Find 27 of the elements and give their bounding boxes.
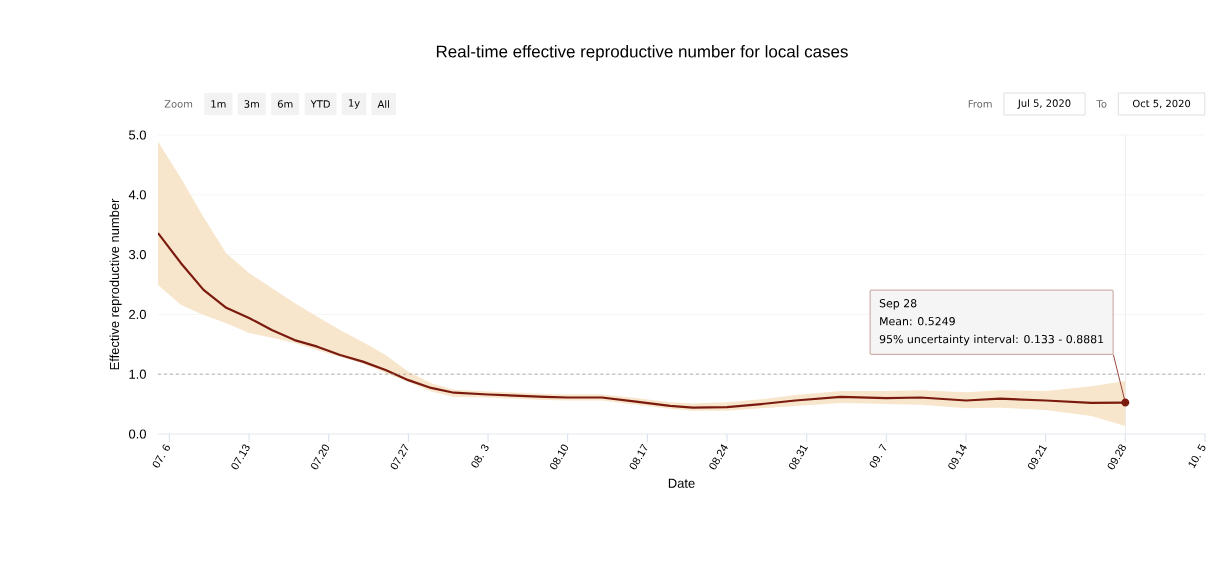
text: Oct 5, 2020 [1132,99,1191,109]
y-tick-label: 5.0 [129,130,146,140]
text: YTD [310,100,330,108]
annotation: Sep 28 [879,299,917,310]
y-tick-label: 3.0 [128,250,146,260]
text: 6m [277,100,293,108]
x-tick-label: 10. 5 [1188,443,1206,469]
y-tick-label: 2.0 [129,309,146,319]
text: To [1096,100,1107,108]
y-tick-label: 0.0 [128,429,146,439]
text: 1m [211,100,226,108]
annotation: Mean: 0.5249 [880,317,955,326]
text: Jul 5, 2020 [1017,99,1071,109]
y-tick-label: 1.0 [129,369,146,379]
x-axis-title: Date [668,478,695,488]
text: Zoom [164,100,193,108]
text: 1y [348,99,360,109]
x-tick-label: 07. 6 [152,444,170,468]
text: All [377,100,389,108]
x-tick-label: 08. 3 [471,444,489,468]
annotation: 95% uncertainty interval: 0.133 - 0.8881 [879,334,1104,346]
y-axis-title: Effective reproductive number [109,198,122,370]
y-tick-label: 4.0 [128,190,146,200]
x-tick-label: 09. 7 [869,443,887,468]
text: 3m [244,100,259,108]
text: From [968,100,992,108]
chart-title: Real-time effective reproductive number for local cases [436,45,848,61]
